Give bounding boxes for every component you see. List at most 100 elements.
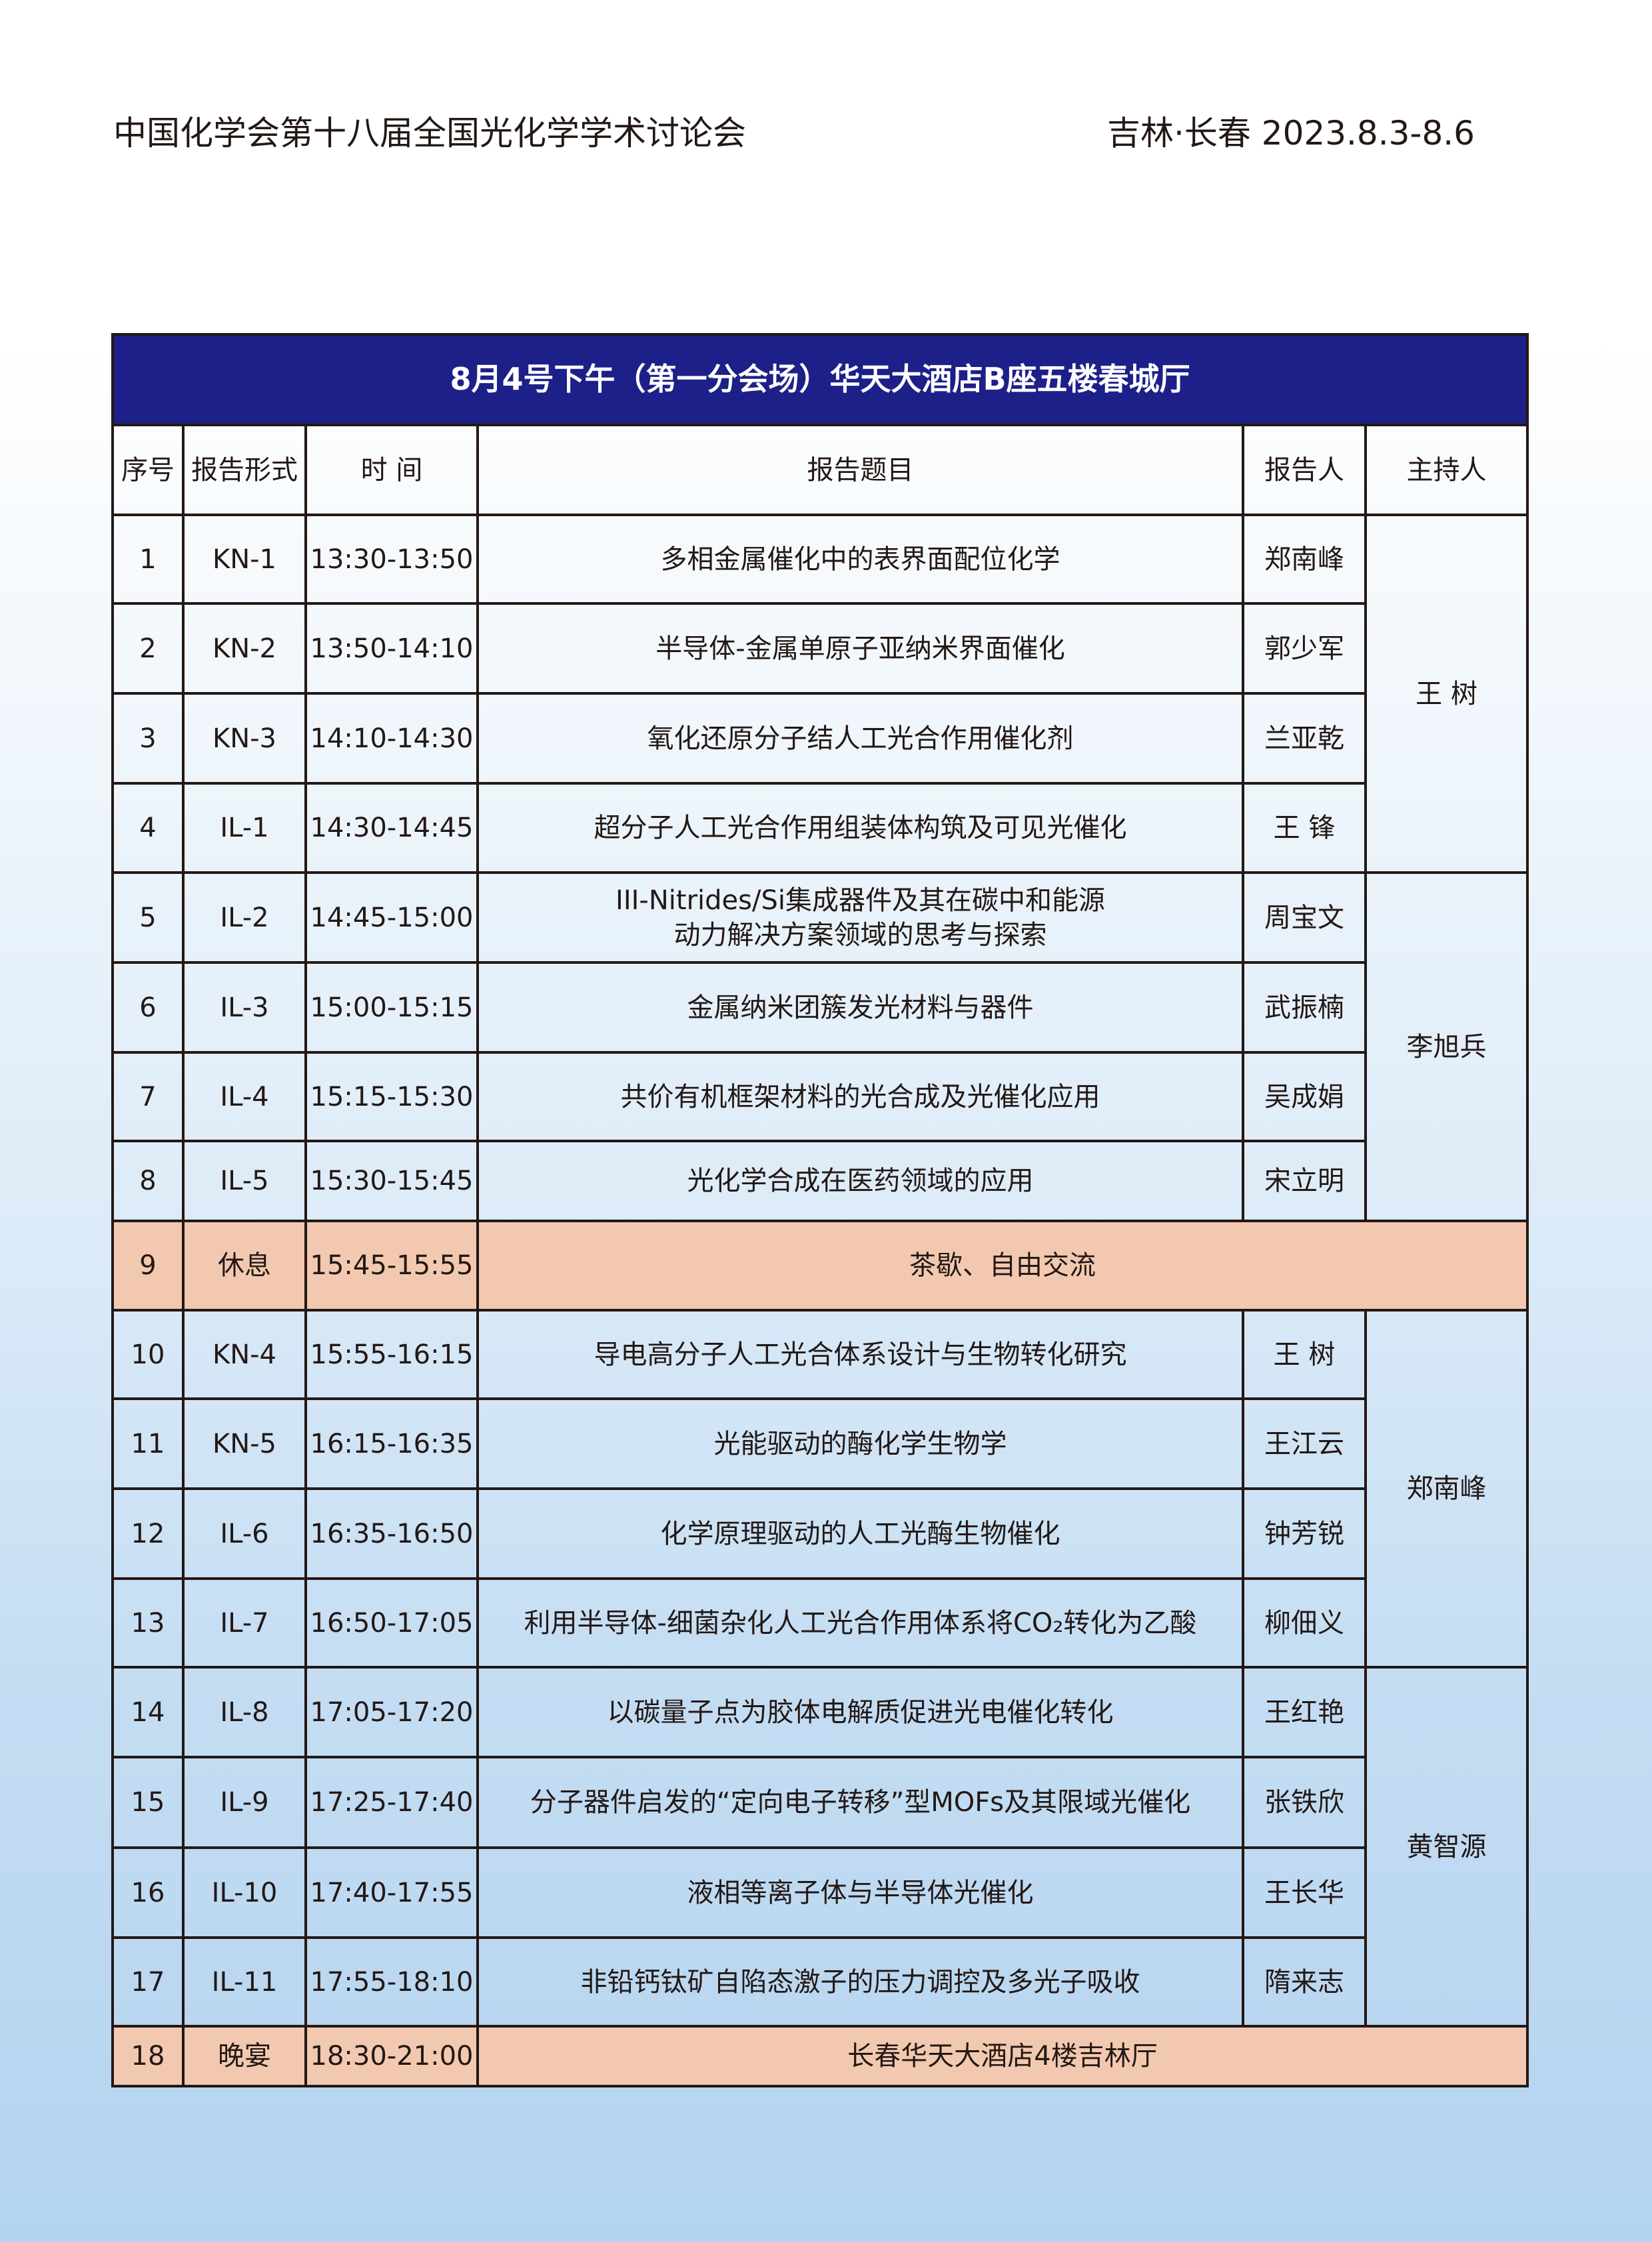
speaker: 隋来志 [1242, 1936, 1367, 2028]
time-slot: 15:30-15:45 [304, 1140, 479, 1222]
time-slot: 16:15-16:35 [304, 1397, 479, 1490]
table-row: 6 IL-3 15:00-15:15 金属纳米团簇发光材料与器件 武振楠 [111, 961, 1527, 1054]
report-topic: 液相等离子体与半导体光催化 [476, 1846, 1244, 1939]
table-row: 5 IL-2 14:45-15:00 III-Nitrides/Si集成器件及其在碳中… [111, 871, 1529, 1222]
table-row: 8 IL-5 15:30-15:45 光化学合成在医药领域的应用 宋立明 [111, 1140, 1527, 1222]
table-row: 12 IL-6 16:35-16:50 化学原理驱动的人工光酶生物催化 钟芳锐 [111, 1487, 1527, 1580]
report-type: KN-3 [182, 692, 307, 785]
row-number: 11 [111, 1397, 185, 1490]
row-number: 18 [111, 2025, 185, 2087]
report-type: IL-8 [182, 1666, 307, 1758]
speaker: 张铁欣 [1242, 1756, 1367, 1849]
report-type: KN-1 [182, 514, 307, 605]
table-row: 4 IL-1 14:30-14:45 超分子人工光合作用组装体构筑及可见光催化王 锋 [111, 782, 1527, 874]
speaker: 王长华 [1242, 1846, 1367, 1939]
report-topic: 导电高分子人工光合体系设计与生物转化研究 [476, 1309, 1244, 1400]
host: 郑南峰 [1364, 1309, 1529, 1669]
col-header: 报告形式 [182, 424, 307, 516]
row-number: 17 [111, 1936, 185, 2028]
time-slot: 13:50-14:10 [304, 602, 479, 695]
row-number: 5 [111, 871, 185, 964]
report-topic: 化学原理驱动的人工光酶生物催化 [476, 1487, 1244, 1580]
row-number: 14 [111, 1666, 185, 1758]
table-row: 18 晚宴 18:30-21:00 长春华天大酒店4楼吉林厅 [111, 2025, 1529, 2087]
col-header: 时 间 [304, 424, 479, 516]
speaker: 王 锋 [1242, 782, 1367, 874]
time-slot: 15:45-15:55 [304, 1220, 479, 1311]
speaker: 王江云 [1242, 1397, 1367, 1490]
row-number: 12 [111, 1487, 185, 1580]
row-number: 8 [111, 1140, 185, 1222]
report-topic: 氧化还原分子结人工光合作用催化剂 [476, 692, 1244, 785]
report-type: IL-2 [182, 871, 307, 964]
break-description: 茶歇、自由交流 [476, 1220, 1529, 1311]
row-number: 10 [111, 1309, 185, 1400]
schedule-table: 8月4号下午（第一分会场）华天大酒店B座五楼春城厅 序号 报告形式 时 间 报告… [111, 333, 1529, 2087]
speaker: 郭少军 [1242, 602, 1367, 695]
report-topic: 光化学合成在医药领域的应用 [476, 1140, 1244, 1222]
report-type: KN-5 [182, 1397, 307, 1490]
report-topic: 分子器件启发的“定向电子转移”型MOFs及其限域光催化 [476, 1756, 1244, 1849]
col-header: 序号 [111, 424, 185, 516]
time-slot: 17:55-18:10 [304, 1936, 479, 2028]
report-topic: 光能驱动的酶化学生物学 [476, 1397, 1244, 1490]
speaker: 郑南峰 [1242, 514, 1367, 605]
report-type: KN-2 [182, 602, 307, 695]
row-number: 13 [111, 1577, 185, 1669]
row-number: 3 [111, 692, 185, 785]
time-slot: 14:45-15:00 [304, 871, 479, 964]
table-row: 2 KN-2 13:50-14:10 半导体-金属单原子亚纳米界面催化 郭少军 [111, 602, 1527, 695]
report-topic: 多相金属催化中的表界面配位化学 [476, 514, 1244, 605]
report-type: KN-4 [182, 1309, 307, 1400]
report-type: IL-4 [182, 1051, 307, 1142]
report-type: IL-10 [182, 1846, 307, 1939]
row-number: 7 [111, 1051, 185, 1142]
table-row: 7 IL-4 15:15-15:30 共价有机框架材料的光合成及光催化应用 吴成娟 [111, 1051, 1527, 1142]
column-headers: 序号 报告形式 时 间 报告题目 报告人 主持人 [111, 424, 1529, 516]
table-row: 15 IL-9 17:25-17:40 分子器件启发的“定向电子转移”型MOFs及其限… [111, 1756, 1527, 1849]
report-topic: 以碳量子点为胶体电解质促进光电催化转化 [476, 1666, 1244, 1758]
speaker: 钟芳锐 [1242, 1487, 1367, 1580]
row-number: 1 [111, 514, 185, 605]
speaker: 王 树 [1242, 1309, 1367, 1400]
row-number: 16 [111, 1846, 185, 1939]
time-slot: 17:25-17:40 [304, 1756, 479, 1849]
report-topic: 利用半导体-细菌杂化人工光合作用体系将CO₂转化为乙酸 [476, 1577, 1244, 1669]
host: 黄智源 [1364, 1666, 1529, 2028]
speaker: 武振楠 [1242, 961, 1367, 1054]
report-topic: 非铅钙钛矿自陷态激子的压力调控及多光子吸收 [476, 1936, 1244, 2028]
report-type: 休息 [182, 1220, 307, 1311]
table-row: 14 IL-8 17:05-17:20 以碳量子点为胶体电解质促进光电催化转化 王红艳黄… [111, 1666, 1529, 2028]
report-type: IL-9 [182, 1756, 307, 1849]
report-type: 晚宴 [182, 2025, 307, 2087]
time-slot: 14:30-14:45 [304, 782, 479, 874]
col-header: 报告人 [1242, 424, 1367, 516]
col-header: 报告题目 [476, 424, 1244, 516]
time-slot: 17:40-17:55 [304, 1846, 479, 1939]
time-slot: 14:10-14:30 [304, 692, 479, 785]
speaker: 周宝文 [1242, 871, 1367, 964]
row-number: 2 [111, 602, 185, 695]
table-row: 3 KN-3 14:10-14:30 氧化还原分子结人工光合作用催化剂 兰亚乾 [111, 692, 1527, 785]
table-row: 13 IL-7 16:50-17:05 利用半导体-细菌杂化人工光合作用体系将CO₂转… [111, 1577, 1527, 1669]
report-topic: III-Nitrides/Si集成器件及其在碳中和能源动力解决方案领域的思考与探… [476, 871, 1244, 964]
speaker: 兰亚乾 [1242, 692, 1367, 785]
time-slot: 17:05-17:20 [304, 1666, 479, 1758]
speaker: 吴成娟 [1242, 1051, 1367, 1142]
report-topic: 金属纳米团簇发光材料与器件 [476, 961, 1244, 1054]
table-row: 17 IL-11 17:55-18:10 非铅钙钛矿自陷态激子的压力调控及多光子吸收隋… [111, 1936, 1527, 2028]
report-topic: 超分子人工光合作用组装体构筑及可见光催化 [476, 782, 1244, 874]
report-type: IL-5 [182, 1140, 307, 1222]
time-slot: 15:15-15:30 [304, 1051, 479, 1142]
time-slot: 18:30-21:00 [304, 2025, 479, 2087]
time-slot: 15:00-15:15 [304, 961, 479, 1054]
report-topic: 共价有机框架材料的光合成及光催化应用 [476, 1051, 1244, 1142]
host: 李旭兵 [1364, 871, 1529, 1222]
host: 王 树 [1364, 514, 1529, 874]
report-type: IL-6 [182, 1487, 307, 1580]
table-row: 11 KN-5 16:15-16:35 光能驱动的酶化学生物学 王江云 [111, 1397, 1527, 1490]
break-description: 长春华天大酒店4楼吉林厅 [476, 2025, 1529, 2087]
location-date: 吉林·长春 2023.8.3-8.6 [1106, 114, 1475, 153]
speaker: 柳佃义 [1242, 1577, 1367, 1669]
row-number: 9 [111, 1220, 185, 1311]
